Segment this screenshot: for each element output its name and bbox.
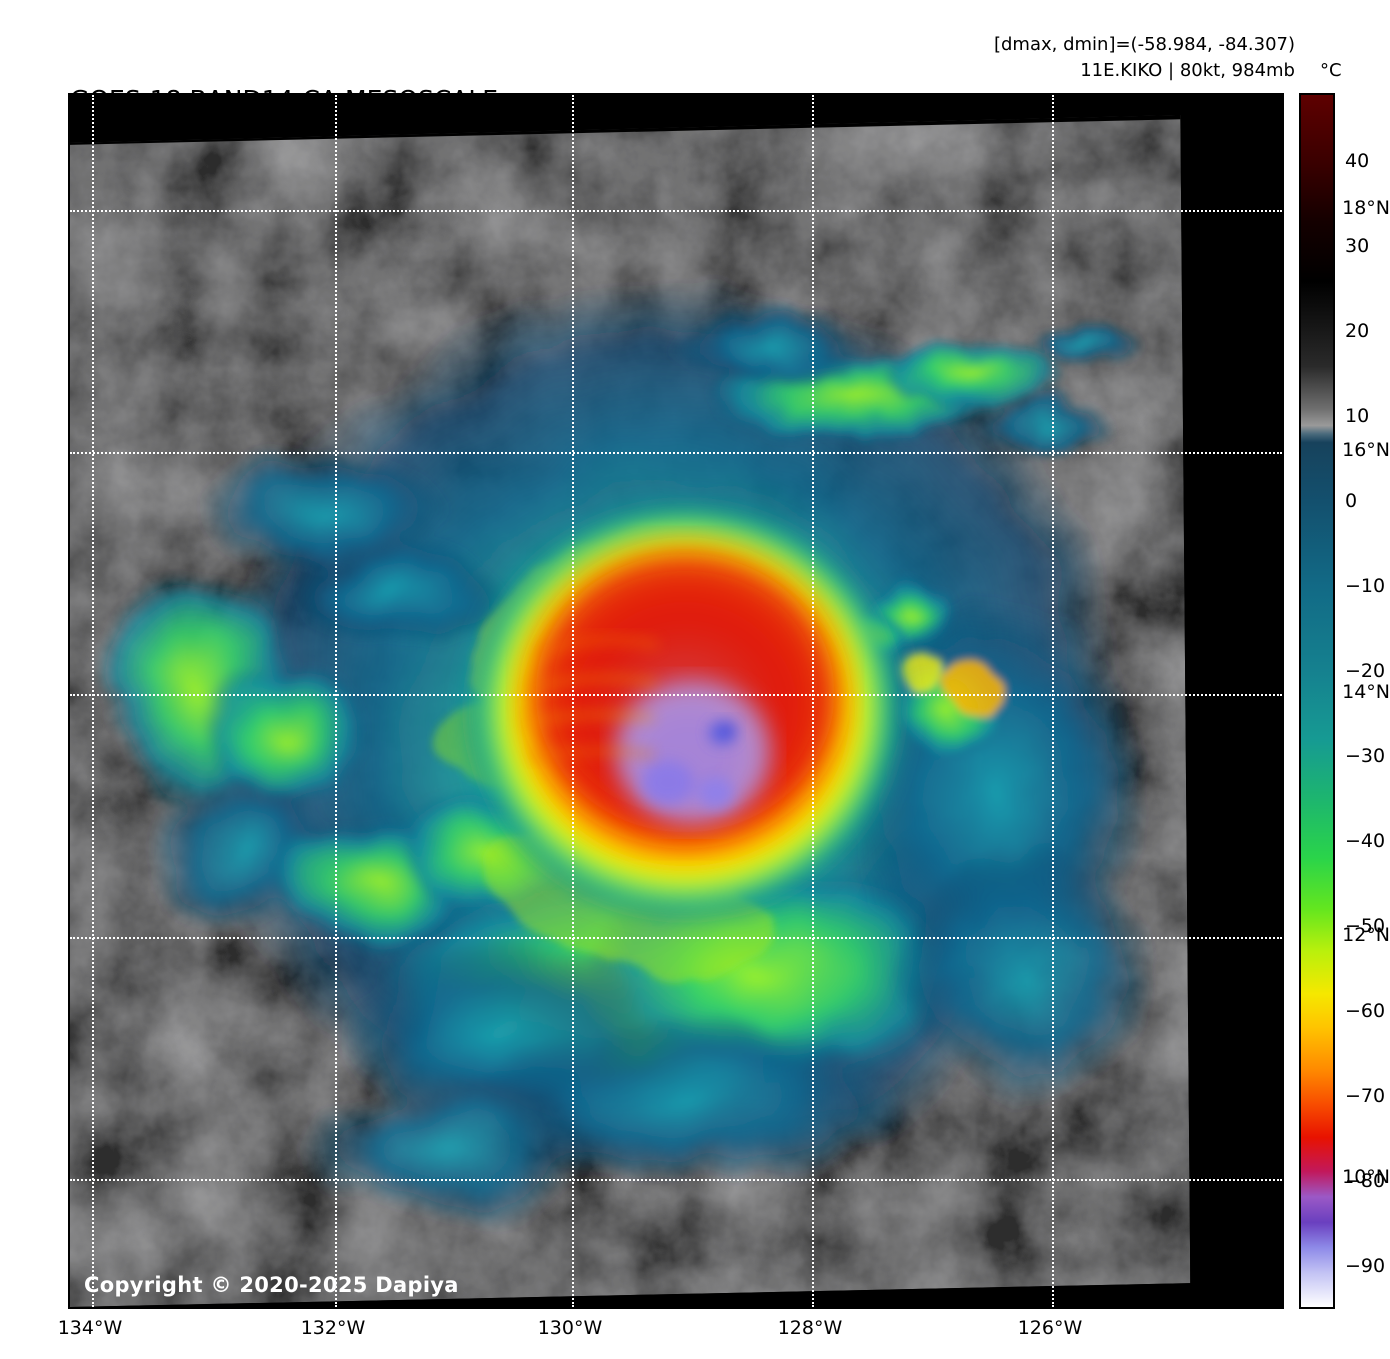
colorbar-gradient — [1301, 95, 1333, 1307]
temperature-colorbar — [1299, 93, 1335, 1309]
colorbar-tick-8: −40 — [1345, 830, 1386, 853]
colorbar-tick-5: −10 — [1345, 575, 1386, 598]
colorbar-tick-6: −20 — [1345, 660, 1386, 683]
colorbar-tick-13: −90 — [1345, 1255, 1386, 1278]
colorbar-tick-3: 10 — [1345, 405, 1370, 428]
xtick-label-134w: 134°W — [57, 1317, 123, 1339]
ytick-label-12n: 12°N — [1342, 924, 1390, 946]
xtick-label-128w: 128°W — [777, 1317, 843, 1339]
colorbar-tick-11: −70 — [1345, 1085, 1386, 1108]
colorbar-tick-9: −50 — [1345, 915, 1386, 938]
header-meta-block: [dmax, dmin]=(-58.984, -84.307) 11E.KIKO… — [994, 32, 1295, 84]
colorbar-tick-7: −30 — [1345, 745, 1386, 768]
storm-info-label: 11E.KIKO | 80kt, 984mb — [1080, 60, 1295, 81]
ytick-label-18n: 18°N — [1342, 197, 1390, 219]
xtick-label-130w: 130°W — [537, 1317, 603, 1339]
ytick-label-14n: 14°N — [1342, 681, 1390, 703]
data-range-label: [dmax, dmin]=(-58.984, -84.307) — [993, 34, 1295, 55]
colorbar-tick-0: 40 — [1345, 150, 1370, 173]
xtick-label-126w: 126°W — [1017, 1317, 1083, 1339]
colorbar-tick-2: 20 — [1345, 320, 1370, 343]
colorbar-tick-1: 30 — [1345, 235, 1370, 258]
colorbar-unit-label: °C — [1320, 60, 1342, 81]
copyright-label: Copyright © 2020-2025 Dapiya — [84, 1273, 459, 1297]
ytick-label-16n: 16°N — [1342, 439, 1390, 461]
xtick-label-132w: 132°W — [300, 1317, 366, 1339]
ytick-label-10n: 10°N — [1342, 1166, 1390, 1188]
colorbar-tick-4: 0 — [1345, 490, 1358, 513]
satellite-image-panel: Copyright © 2020-2025 Dapiya — [68, 93, 1284, 1309]
colorbar-tick-12: −80 — [1345, 1170, 1386, 1193]
ir-brightness-temperature-raster — [70, 95, 1282, 1307]
colorbar-tick-10: −60 — [1345, 1000, 1386, 1023]
